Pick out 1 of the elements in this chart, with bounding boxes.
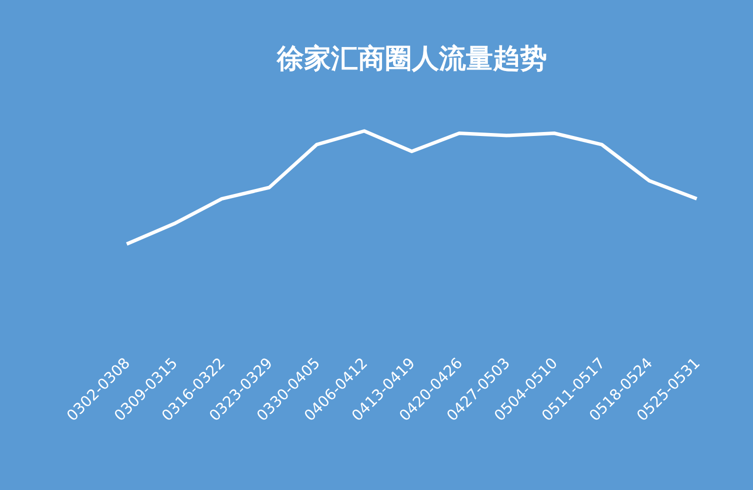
chart-title: 徐家汇商圈人流量趋势 xyxy=(276,43,547,74)
